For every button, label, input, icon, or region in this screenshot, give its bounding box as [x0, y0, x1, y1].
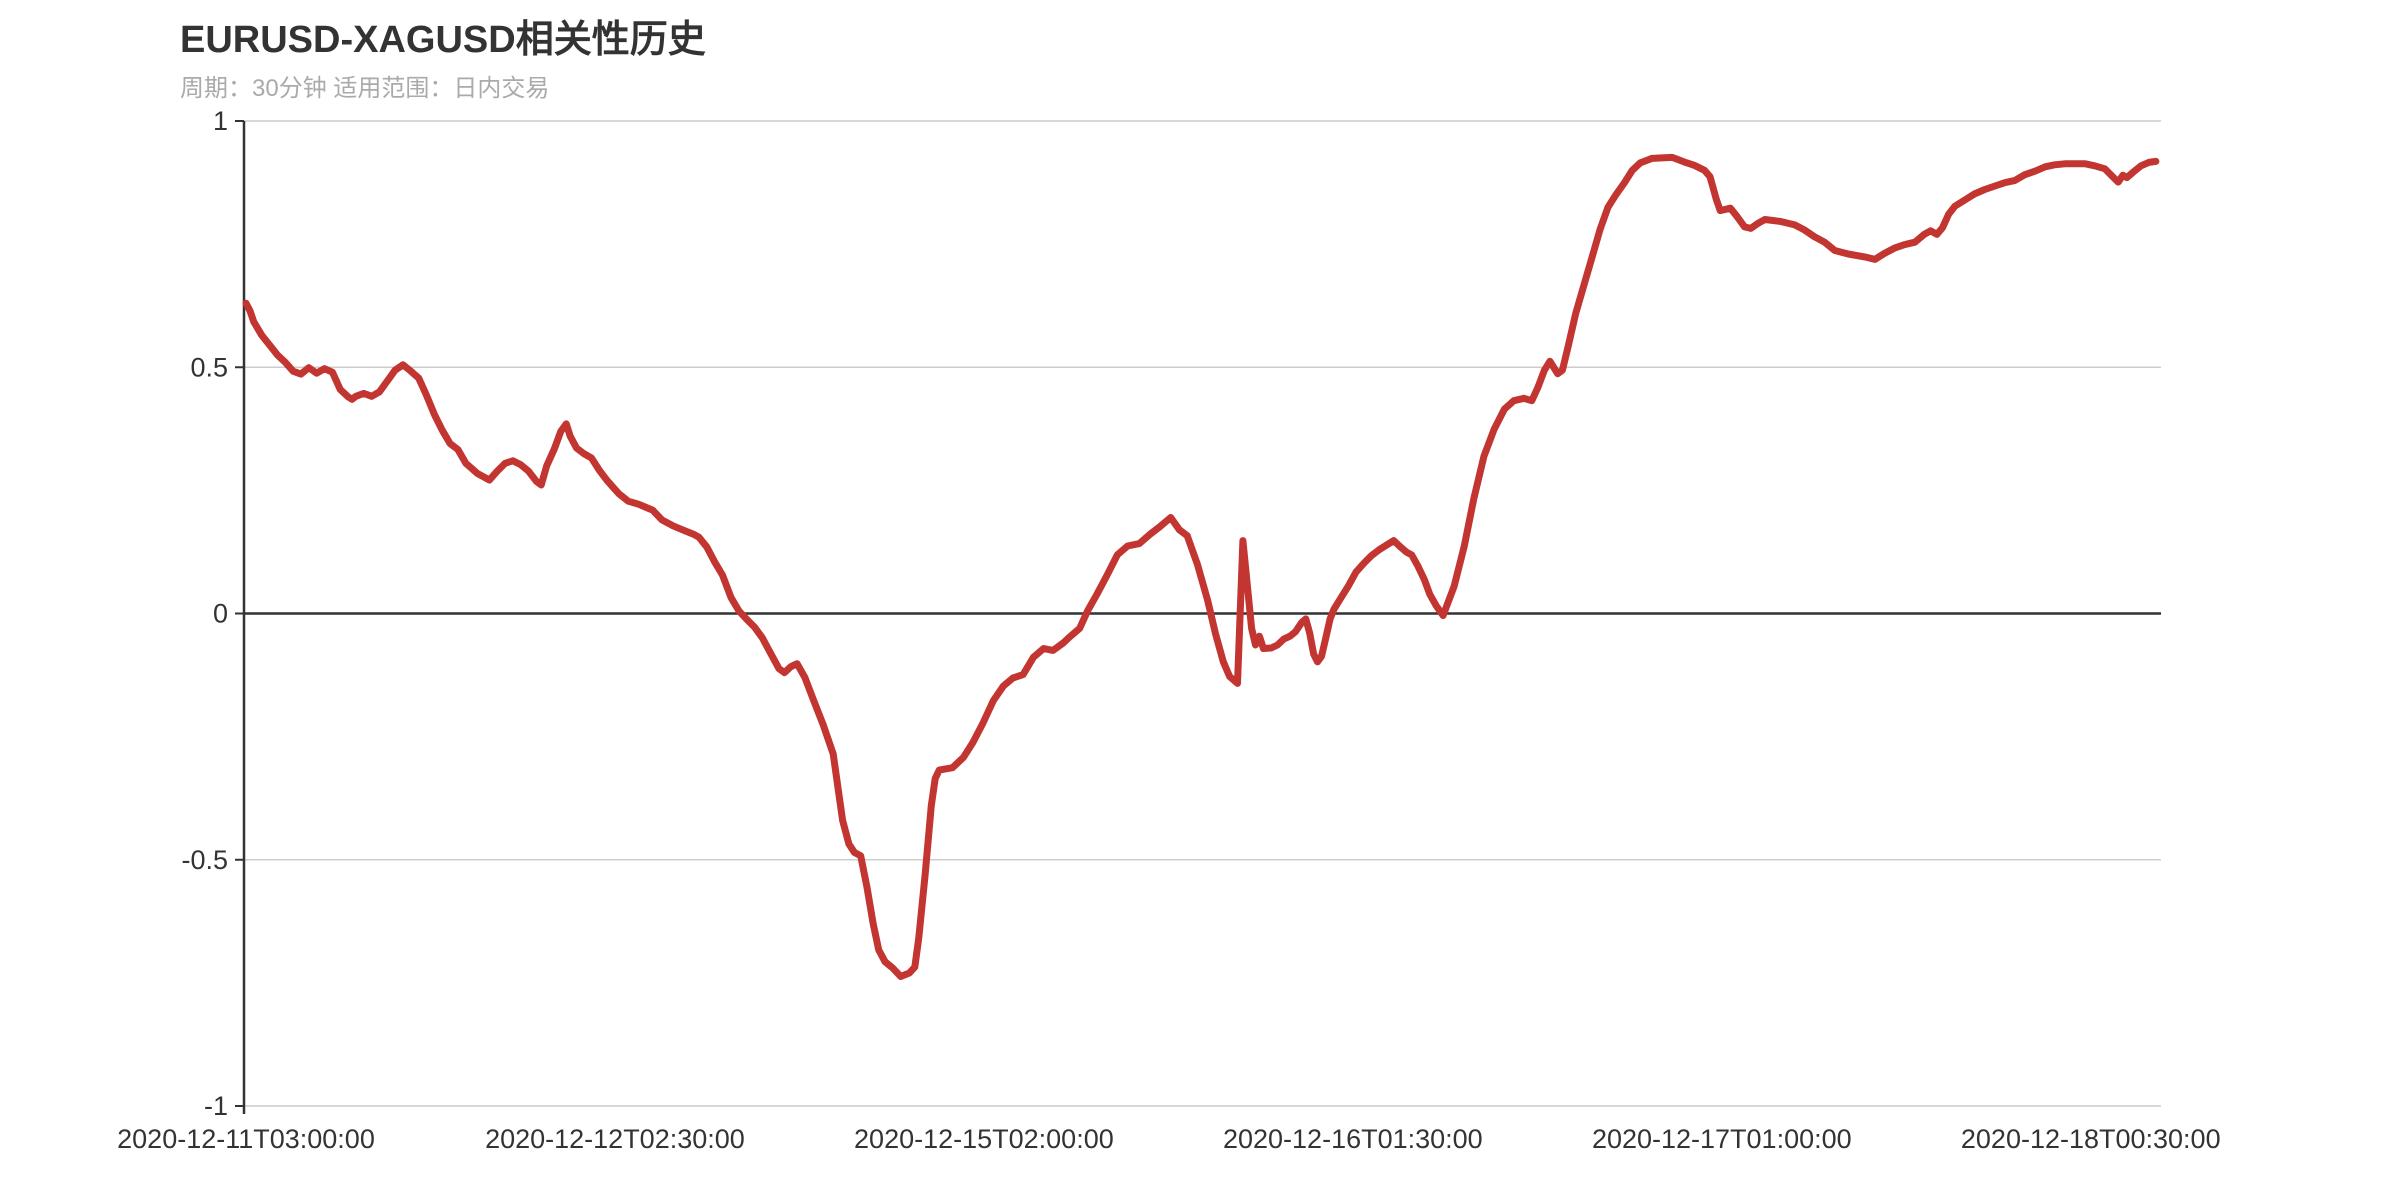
y-tick-label: 0.5: [190, 352, 228, 382]
y-tick-label: -1: [204, 1091, 228, 1121]
x-tick-label: 2020-12-17T01:00:00: [1592, 1124, 1852, 1154]
y-tick-label: -0.5: [181, 845, 228, 875]
x-tick-label: 2020-12-16T01:30:00: [1223, 1124, 1483, 1154]
x-tick-label: 2020-12-18T00:30:00: [1961, 1124, 2221, 1154]
y-tick-label: 1: [213, 106, 228, 136]
correlation-line-series: [242, 153, 2160, 980]
x-tick-label: 2020-12-12T02:30:00: [485, 1124, 745, 1154]
chart-title: EURUSD-XAGUSD相关性历史: [180, 19, 706, 61]
y-tick-label: 0: [213, 599, 228, 629]
chart-subtitle: 周期：30分钟 适用范围：日内交易: [180, 75, 550, 102]
x-tick-label: 2020-12-15T02:00:00: [854, 1124, 1114, 1154]
x-tick-label: 2020-12-11T03:00:00: [117, 1124, 375, 1154]
